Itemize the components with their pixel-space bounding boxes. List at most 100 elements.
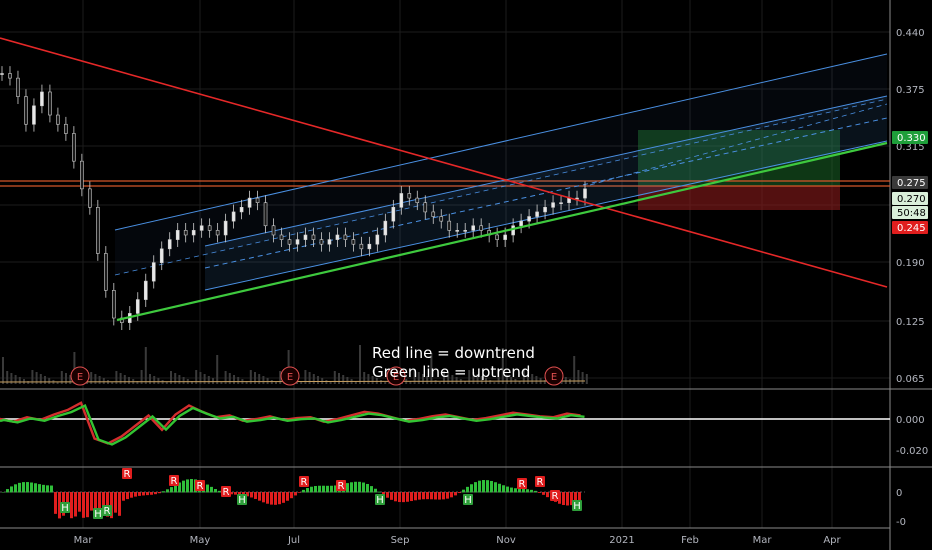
candle-body bbox=[543, 207, 547, 213]
channel-lower[interactable] bbox=[204, 140, 888, 291]
candle-body bbox=[559, 202, 563, 204]
volume-bar bbox=[312, 374, 315, 384]
osc2-histogram-bar bbox=[6, 489, 9, 493]
annotation-uptrend: Green line = uptrend bbox=[372, 363, 530, 381]
volume-bar bbox=[317, 376, 319, 384]
volume-bar bbox=[233, 375, 235, 384]
volume-bar bbox=[422, 374, 424, 384]
signal-marker-green[interactable] bbox=[572, 500, 582, 511]
candle-body bbox=[351, 239, 356, 245]
signal-marker-red[interactable] bbox=[517, 478, 527, 489]
signal-marker-red[interactable] bbox=[195, 480, 205, 491]
signal-marker-green[interactable] bbox=[102, 505, 112, 516]
candle-body bbox=[479, 225, 483, 231]
osc2-histogram-bar bbox=[490, 480, 493, 493]
osc2-histogram-bar bbox=[566, 492, 569, 506]
signal-marker-green-label: H bbox=[61, 503, 69, 514]
signal-marker-red[interactable] bbox=[550, 490, 560, 501]
channel-median[interactable] bbox=[589, 103, 888, 186]
volume-bar bbox=[170, 371, 172, 384]
osc2-histogram-bar bbox=[270, 492, 273, 505]
volume-bar bbox=[573, 356, 576, 384]
osc2-histogram-bar bbox=[242, 492, 245, 496]
channel-outer-median[interactable] bbox=[114, 98, 888, 276]
earnings-marker[interactable] bbox=[544, 366, 564, 386]
volume-bar bbox=[354, 381, 357, 384]
volume-bar bbox=[35, 372, 38, 384]
signal-marker-green[interactable] bbox=[375, 494, 385, 505]
candle-body bbox=[447, 220, 452, 231]
signal-marker-red[interactable] bbox=[221, 486, 231, 497]
osc2-histogram-bar bbox=[22, 482, 25, 493]
osc2-histogram-bar bbox=[274, 492, 277, 505]
candle-body bbox=[335, 234, 340, 240]
earnings-marker[interactable] bbox=[280, 366, 300, 386]
osc2-histogram-bar bbox=[218, 490, 221, 493]
volume-bar bbox=[262, 376, 265, 384]
osc2-histogram-bar bbox=[286, 492, 289, 501]
price-badge bbox=[892, 131, 928, 144]
volume-bar bbox=[182, 377, 185, 384]
signal-marker-red[interactable] bbox=[122, 468, 132, 479]
osc2-histogram-bar bbox=[562, 492, 565, 506]
osc2-histogram-bar bbox=[522, 488, 525, 493]
candle-body bbox=[16, 77, 20, 97]
osc2-histogram-bar bbox=[158, 492, 161, 494]
osc2-histogram-bar bbox=[526, 489, 529, 493]
osc2-histogram-bar bbox=[302, 489, 305, 493]
channel-outer-upper[interactable] bbox=[114, 53, 888, 231]
x-axis-tick-label: 2021 bbox=[609, 535, 634, 546]
volume-bar bbox=[518, 381, 521, 384]
osc2-histogram-bar bbox=[18, 482, 21, 493]
signal-marker-red[interactable] bbox=[336, 480, 346, 491]
osc2-histogram-bar bbox=[42, 484, 45, 493]
signal-marker-green-label: H bbox=[238, 495, 246, 506]
osc2-histogram-bar bbox=[370, 486, 373, 493]
candle-body bbox=[159, 248, 164, 263]
signal-marker-green-label: H bbox=[573, 501, 581, 512]
signal-marker-red[interactable] bbox=[299, 476, 309, 487]
volume-bar bbox=[6, 371, 9, 384]
signal-marker-red[interactable] bbox=[535, 476, 545, 487]
osc2-histogram-bar bbox=[422, 492, 425, 500]
volume-bar bbox=[363, 372, 366, 384]
price-badge-label: 0.330 bbox=[897, 133, 926, 144]
volume-bar bbox=[2, 357, 4, 384]
candle-body bbox=[135, 299, 140, 314]
osc2-histogram-bar bbox=[518, 488, 521, 493]
volume-bar bbox=[585, 374, 588, 384]
volume-bar bbox=[224, 371, 227, 384]
osc2-histogram-bar bbox=[406, 492, 409, 502]
volume-bar bbox=[275, 382, 277, 384]
signal-marker-green[interactable] bbox=[60, 502, 70, 513]
volume-bar bbox=[39, 374, 42, 384]
volume-bar bbox=[178, 375, 181, 384]
channel-upper[interactable] bbox=[204, 95, 888, 247]
volume-bar bbox=[304, 370, 307, 384]
signal-marker-green[interactable] bbox=[93, 508, 103, 519]
x-axis-tick-label: Nov bbox=[496, 535, 516, 546]
osc2-histogram-bar bbox=[2, 492, 5, 493]
candle-body bbox=[0, 73, 4, 75]
osc2-histogram-bar bbox=[570, 492, 573, 506]
earnings-marker[interactable] bbox=[70, 366, 90, 386]
signal-marker-red[interactable] bbox=[169, 475, 179, 486]
candle-body bbox=[391, 207, 396, 222]
downtrend-line[interactable] bbox=[0, 37, 888, 288]
volume-bar bbox=[111, 382, 114, 384]
signal-marker-green[interactable] bbox=[237, 494, 247, 505]
volume-bar bbox=[27, 381, 30, 384]
osc2-histogram-bar bbox=[122, 492, 125, 501]
uptrend-line[interactable] bbox=[116, 141, 888, 322]
stop-loss-zone[interactable] bbox=[638, 186, 840, 210]
osc2-histogram-bar bbox=[74, 492, 77, 517]
volume-bar bbox=[128, 377, 130, 384]
volume-bar bbox=[413, 370, 416, 384]
earnings-marker[interactable] bbox=[386, 366, 406, 386]
osc2-histogram-bar bbox=[102, 492, 105, 512]
volume-bar bbox=[434, 380, 437, 384]
osc2-histogram-bar bbox=[250, 492, 253, 498]
signal-marker-green[interactable] bbox=[463, 494, 473, 505]
osc2-tick-label: -0 bbox=[896, 517, 906, 528]
